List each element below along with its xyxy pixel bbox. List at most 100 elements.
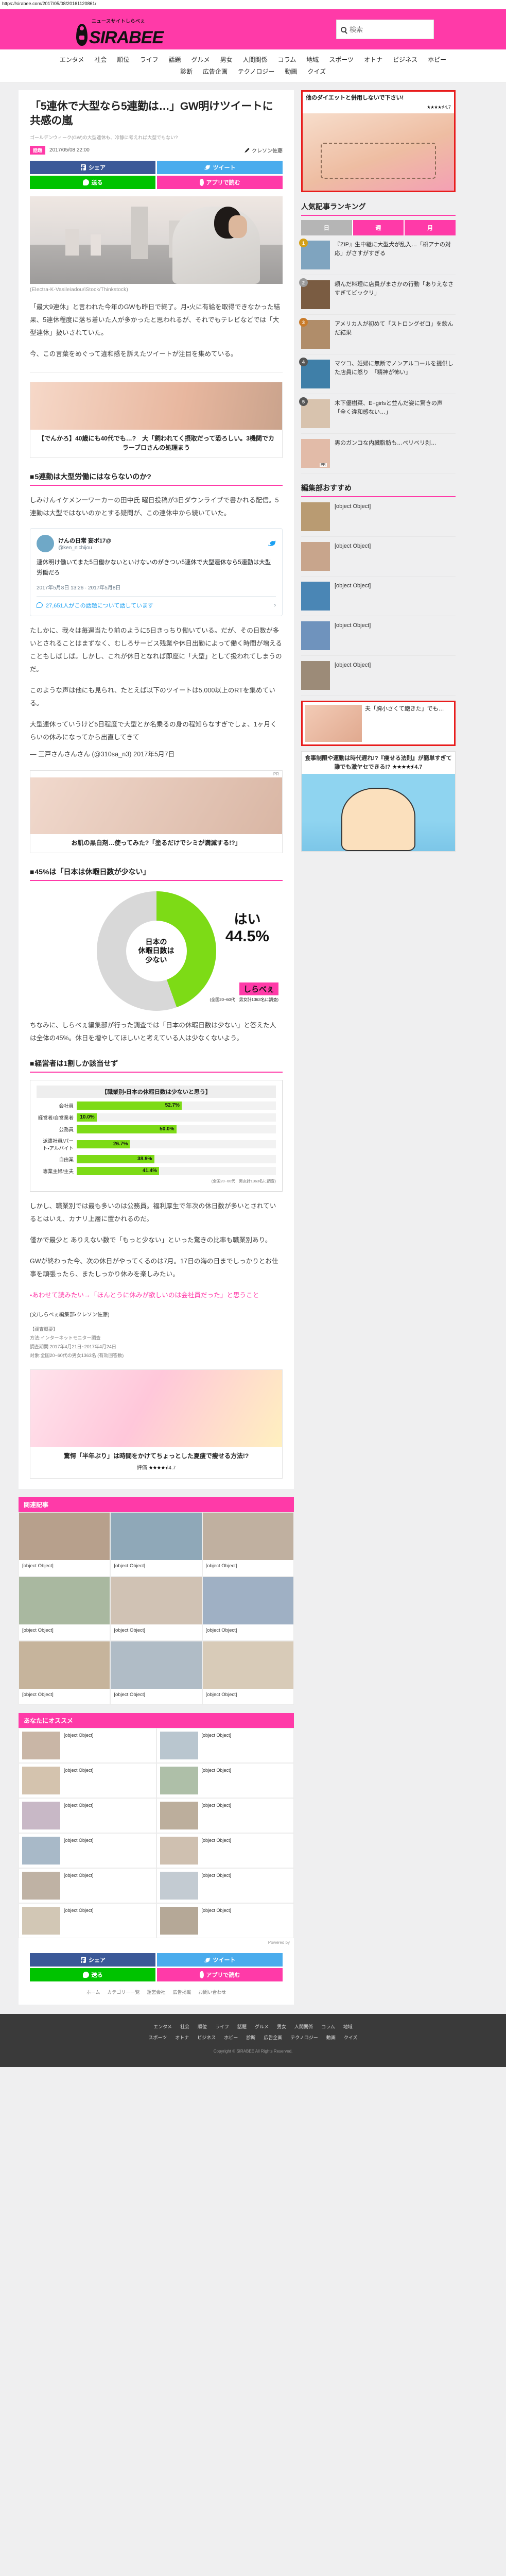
footer-link[interactable]: お問い合わせ <box>198 1990 226 1995</box>
recommend-card[interactable]: [object Object] <box>156 1798 294 1834</box>
site-logo[interactable]: ニュースサイトしらべぇ SIRABEE <box>76 18 164 46</box>
footer-nav-item[interactable]: オトナ <box>175 2035 189 2041</box>
footer-nav-item[interactable]: 社会 <box>180 2024 189 2030</box>
related-card[interactable]: [object Object] <box>110 1640 202 1705</box>
footer-share-facebook-button[interactable]: シェア <box>30 1953 155 1967</box>
footer-open-in-app-button[interactable]: アプリで読む <box>157 1968 283 1982</box>
editors-item[interactable]: [object Object] <box>301 537 456 577</box>
footer-nav-item[interactable]: テクノロジー <box>290 2035 318 2041</box>
footer-nav-item[interactable]: クイズ <box>343 2035 358 2041</box>
recommend-card[interactable]: [object Object] <box>19 1728 156 1764</box>
ranking-tab-day[interactable]: 日 <box>301 220 352 236</box>
related-card[interactable]: [object Object] <box>19 1512 111 1577</box>
nav-item[interactable]: テクノロジー <box>238 68 275 75</box>
nav-item[interactable]: グルメ <box>191 56 210 63</box>
footer-share-line-button[interactable]: 送る <box>30 1968 155 1982</box>
editors-item[interactable]: [object Object] <box>301 497 456 537</box>
nav-item[interactable]: ライフ <box>139 56 159 63</box>
footer-nav-item[interactable]: 男女 <box>277 2024 287 2030</box>
nav-item[interactable]: クイズ <box>307 68 326 75</box>
embedded-tweet[interactable]: けんの日常 妄ボ17@ @ken_nichijou 連休明け働いてまた5日働かな… <box>30 528 283 616</box>
ranking-tab-week[interactable]: 週 <box>352 220 404 236</box>
recommend-card[interactable]: [object Object] <box>19 1763 156 1799</box>
footer-nav-item[interactable]: 診断 <box>246 2035 256 2041</box>
footer-link[interactable]: カテゴリー一覧 <box>107 1990 140 1995</box>
nav-item[interactable]: エンタメ <box>59 56 84 63</box>
recommend-card[interactable]: [object Object] <box>156 1868 294 1904</box>
recommend-card[interactable]: [object Object] <box>19 1903 156 1939</box>
footer-nav-item[interactable]: コラム <box>321 2024 335 2030</box>
related-card[interactable]: [object Object] <box>202 1577 294 1641</box>
footer-nav-item[interactable]: 人間関係 <box>294 2024 313 2030</box>
related-card[interactable]: [object Object] <box>19 1640 111 1705</box>
recommend-card[interactable]: [object Object] <box>19 1868 156 1904</box>
ranking-item[interactable]: 4 マツコ、妊婦に無断でノンアルコールを提供した店員に怒り 「精神が怖い」 <box>299 354 456 395</box>
footer-nav-item[interactable]: 順位 <box>197 2024 207 2030</box>
footer-nav-item[interactable]: 動画 <box>326 2035 336 2041</box>
editors-item[interactable]: [object Object] <box>301 616 456 656</box>
editors-item[interactable]: [object Object] <box>301 577 456 617</box>
nav-item[interactable]: オトナ <box>364 56 383 63</box>
nav-item[interactable]: 話題 <box>168 56 181 63</box>
share-facebook-button[interactable]: シェア <box>30 160 155 174</box>
footer-nav-item[interactable]: グルメ <box>255 2024 269 2030</box>
share-twitter-button[interactable]: ツイート <box>157 160 283 174</box>
footer-nav-item[interactable]: ホビー <box>224 2035 238 2041</box>
footer-nav-item[interactable]: 地域 <box>343 2024 353 2030</box>
ranking-tab-month[interactable]: 月 <box>404 220 456 236</box>
ranking-item[interactable]: 1 『ZIP』生中継に大型犬が乱入…「枡アナの対応」がさすがすぎる <box>299 235 456 276</box>
footer-link[interactable]: 運営会社 <box>147 1990 166 1995</box>
nav-item[interactable]: 順位 <box>117 56 130 63</box>
recommend-card[interactable]: [object Object] <box>19 1798 156 1834</box>
category-badge[interactable]: 話題 <box>30 145 46 155</box>
nav-item[interactable]: 社会 <box>94 56 107 63</box>
nav-item[interactable]: ビジネス <box>393 56 418 63</box>
recommend-card[interactable]: [object Object] <box>156 1728 294 1764</box>
sidebar-ad-bottom[interactable]: 食事制限や運動は時代遅れ!?『痩せる法則』が簡単すぎて誰でも激ヤセできる!? ★… <box>301 751 456 852</box>
inline-ad-2[interactable]: PR お肌の黒白剤…使ってみた?「塗るだけでシミが満減する!?」 <box>30 770 283 853</box>
recommend-card[interactable]: [object Object] <box>156 1763 294 1799</box>
tweet-footer[interactable]: 27,651人がこの話題について話しています › <box>37 596 276 609</box>
nav-item[interactable]: 動画 <box>285 68 298 75</box>
footer-nav-item[interactable]: スポーツ <box>148 2035 167 2041</box>
recommend-card[interactable]: [object Object] <box>19 1833 156 1869</box>
ranking-item-pr[interactable]: PR 男のガンコな内臓脂肪も…ベリベリ剥… <box>301 434 456 474</box>
footer-nav-item[interactable]: 広告企画 <box>264 2035 283 2041</box>
ranking-item[interactable]: 2 頼んだ料理に店員がまさかの行動「ありえなさすぎてビックリ」 <box>299 275 456 315</box>
related-card[interactable]: [object Object] <box>202 1640 294 1705</box>
search-input[interactable] <box>350 25 429 33</box>
related-card[interactable]: [object Object] <box>202 1512 294 1577</box>
ranking-item[interactable]: 3 アメリカ人が初めて「ストロングゼロ」を飲んだ結果 <box>299 315 456 355</box>
search-box[interactable] <box>336 20 434 39</box>
nav-item[interactable]: 広告企画 <box>203 68 228 75</box>
footer-link[interactable]: 広告掲載 <box>172 1990 191 1995</box>
footer-share-twitter-button[interactable]: ツイート <box>157 1953 283 1967</box>
article-related-link[interactable]: ・あわせて読みたい→「ほんとうに休みが欲しいのは会社員だった」と思うこと <box>30 1289 283 1302</box>
nav-item[interactable]: 診断 <box>180 68 193 75</box>
nav-item[interactable]: 人間関係 <box>242 56 268 63</box>
recommend-card[interactable]: [object Object] <box>156 1903 294 1939</box>
editors-item[interactable]: [object Object] <box>301 656 456 696</box>
sidebar-pr-ad[interactable]: 夫「胸小さくて飽きた」でも… <box>301 701 456 747</box>
nav-item[interactable]: ホビー <box>428 56 447 63</box>
ranking-item[interactable]: 5 木下優樹菜、E−girlsと並んだ姿に驚きの声 「全く違和感ない…」 <box>299 394 456 434</box>
open-in-app-button[interactable]: アプリで読む <box>157 175 283 189</box>
footer-nav-item[interactable]: ビジネス <box>197 2035 216 2041</box>
nav-item[interactable]: 男女 <box>220 56 233 63</box>
inline-ad-3[interactable]: 驚愕「半年ぶり」は時間をかけてちょっとした夏痩で痩せる方法!? 評価 ★★★★⯨… <box>30 1369 283 1479</box>
recommend-card[interactable]: [object Object] <box>156 1833 294 1869</box>
share-line-button[interactable]: 送る <box>30 175 155 189</box>
inline-ad-1[interactable]: 【でんかろ】40歳にも40代でも…? 大「飼われてく摂取だって恐ろしい。3機関で… <box>30 381 283 458</box>
related-card[interactable]: [object Object] <box>110 1577 202 1641</box>
browser-url-bar[interactable]: https://sirabee.com/2017/05/08/201611208… <box>0 0 506 9</box>
sidebar-ad-top[interactable]: 他のダイエットと併用しないで下さい! ★★★★⯨ 4.7 <box>301 90 456 193</box>
related-link-text[interactable]: ・あわせて読みたい→「ほんとうに休みが欲しいのは会社員だった」と思うこと <box>30 1291 259 1299</box>
footer-nav-item[interactable]: ライフ <box>215 2024 229 2030</box>
footer-nav-item[interactable]: エンタメ <box>153 2024 172 2030</box>
nav-item[interactable]: スポーツ <box>329 56 354 63</box>
nav-item[interactable]: コラム <box>277 56 296 63</box>
related-card[interactable]: [object Object] <box>19 1577 111 1641</box>
nav-item[interactable]: 地域 <box>306 56 319 63</box>
footer-link[interactable]: ホーム <box>86 1990 100 1995</box>
footer-nav-item[interactable]: 話題 <box>237 2024 247 2030</box>
